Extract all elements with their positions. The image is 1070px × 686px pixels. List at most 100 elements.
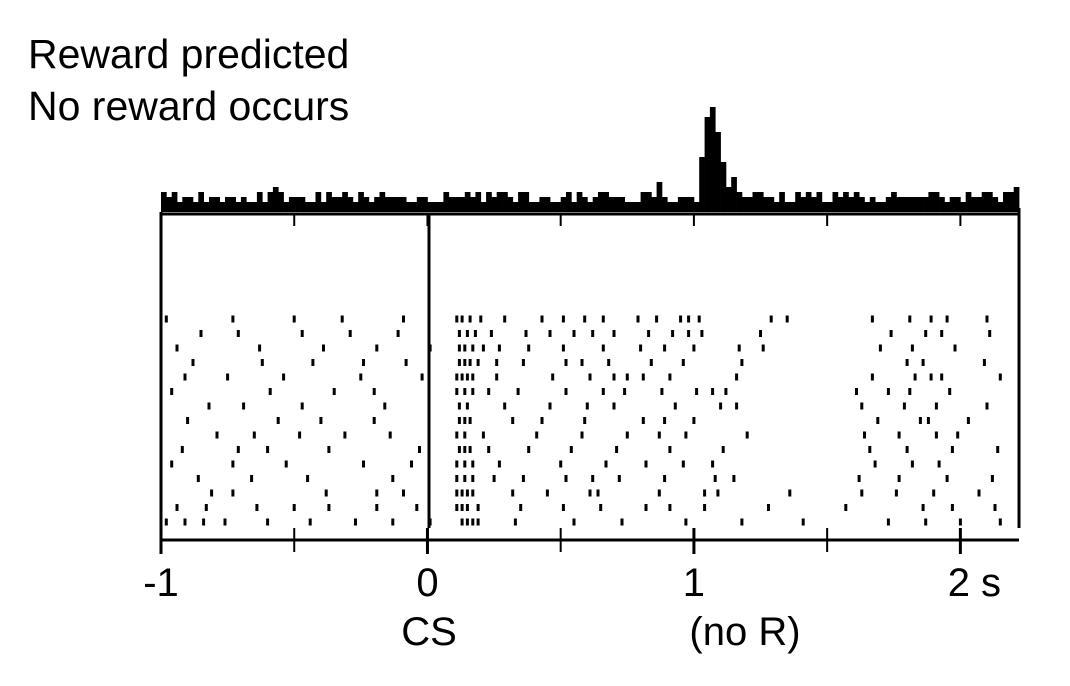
spike-mark	[463, 431, 467, 439]
spike-mark	[471, 518, 475, 526]
x-axis-labels: -1 0 1 2 s	[143, 561, 1001, 605]
spike-mark	[375, 489, 379, 497]
spike-mark	[905, 359, 909, 366]
spike-mark	[945, 315, 949, 323]
histogram-bar	[310, 202, 316, 212]
histogram-bar	[789, 202, 796, 212]
spike-mark	[204, 504, 208, 511]
histogram-bar	[171, 192, 178, 212]
spike-mark	[340, 315, 344, 323]
histogram-bar	[528, 202, 535, 212]
histogram-bar	[736, 192, 743, 212]
spike-mark	[684, 518, 688, 526]
spike-mark	[455, 373, 459, 381]
histogram-bar	[997, 202, 1004, 212]
spike-mark	[889, 330, 893, 337]
spike-mark	[191, 359, 195, 366]
spike-mark	[934, 431, 938, 439]
spike-mark	[958, 518, 962, 526]
spike-mark	[564, 388, 568, 395]
histogram-bar	[928, 192, 935, 212]
spike-mark	[457, 402, 461, 410]
histogram-bar	[869, 197, 876, 212]
spike-mark	[457, 359, 461, 366]
histogram-bar	[805, 192, 812, 212]
spike-mark	[934, 402, 938, 410]
spike-mark	[481, 431, 485, 439]
spike-mark	[527, 446, 531, 453]
histogram-bar	[347, 197, 354, 212]
histogram-bar	[917, 197, 924, 212]
spike-mark	[260, 359, 264, 366]
spike-mark	[580, 431, 584, 439]
histogram-bar	[352, 202, 359, 212]
spike-mark	[455, 475, 459, 482]
histogram-bar	[773, 202, 780, 212]
histogram-bar	[763, 197, 769, 212]
histogram-bar	[971, 197, 977, 212]
spike-mark	[465, 373, 469, 381]
histogram-bar	[715, 132, 721, 212]
spike-mark	[588, 489, 592, 497]
spike-mark	[372, 417, 376, 424]
histogram-bar	[427, 202, 434, 212]
histogram-bar	[779, 192, 785, 212]
spike-mark	[671, 330, 675, 337]
spike-mark	[692, 344, 696, 352]
histogram-bar	[912, 197, 919, 212]
raster-frame	[159, 208, 1021, 542]
spike-mark	[870, 315, 874, 323]
spike-mark	[769, 315, 773, 323]
spike-mark	[647, 330, 651, 337]
spike-mark	[527, 344, 531, 352]
spike-mark	[455, 315, 459, 323]
spike-mark	[255, 504, 259, 511]
histogram	[161, 107, 1020, 212]
histogram-bar	[256, 192, 263, 212]
histogram-bar	[885, 197, 892, 212]
histogram-bar	[203, 202, 210, 212]
histogram-bar	[795, 192, 801, 212]
histogram-bar	[560, 197, 567, 212]
spike-mark	[511, 417, 515, 424]
spike-mark	[657, 431, 661, 439]
spike-mark	[601, 315, 605, 323]
spike-mark	[471, 388, 475, 395]
spike-mark	[471, 475, 475, 482]
spike-mark	[921, 359, 925, 366]
spike-mark	[465, 504, 469, 511]
spike-mark	[785, 315, 789, 323]
spike-mark	[897, 475, 901, 482]
spike-mark	[455, 431, 459, 439]
spike-mark	[503, 402, 507, 410]
histogram-bar	[811, 197, 817, 212]
histogram-bar	[209, 197, 215, 212]
spike-mark	[468, 359, 472, 366]
histogram-bar	[784, 202, 791, 212]
spike-mark	[591, 330, 595, 337]
x-axis-ticks	[159, 214, 962, 554]
histogram-bar	[656, 182, 663, 212]
spike-mark	[625, 431, 629, 439]
spike-mark	[801, 518, 805, 526]
spike-mark	[719, 402, 723, 410]
histogram-bar	[646, 192, 652, 212]
spike-mark	[572, 518, 576, 526]
histogram-bar	[752, 192, 759, 212]
spike-mark	[223, 518, 227, 526]
histogram-bar	[288, 197, 295, 212]
histogram-bar	[672, 202, 679, 212]
histogram-bar	[395, 197, 402, 212]
spike-mark	[940, 373, 944, 381]
spike-mark	[332, 388, 336, 395]
histogram-bar	[246, 202, 252, 212]
histogram-bar	[566, 192, 572, 212]
spike-mark	[886, 388, 890, 395]
spike-mark	[932, 489, 936, 497]
spike-mark	[463, 475, 467, 482]
spike-mark	[663, 344, 667, 352]
histogram-bar	[757, 192, 764, 212]
histogram-bar	[251, 202, 258, 212]
spike-mark	[418, 446, 421, 453]
spike-mark	[308, 518, 312, 526]
